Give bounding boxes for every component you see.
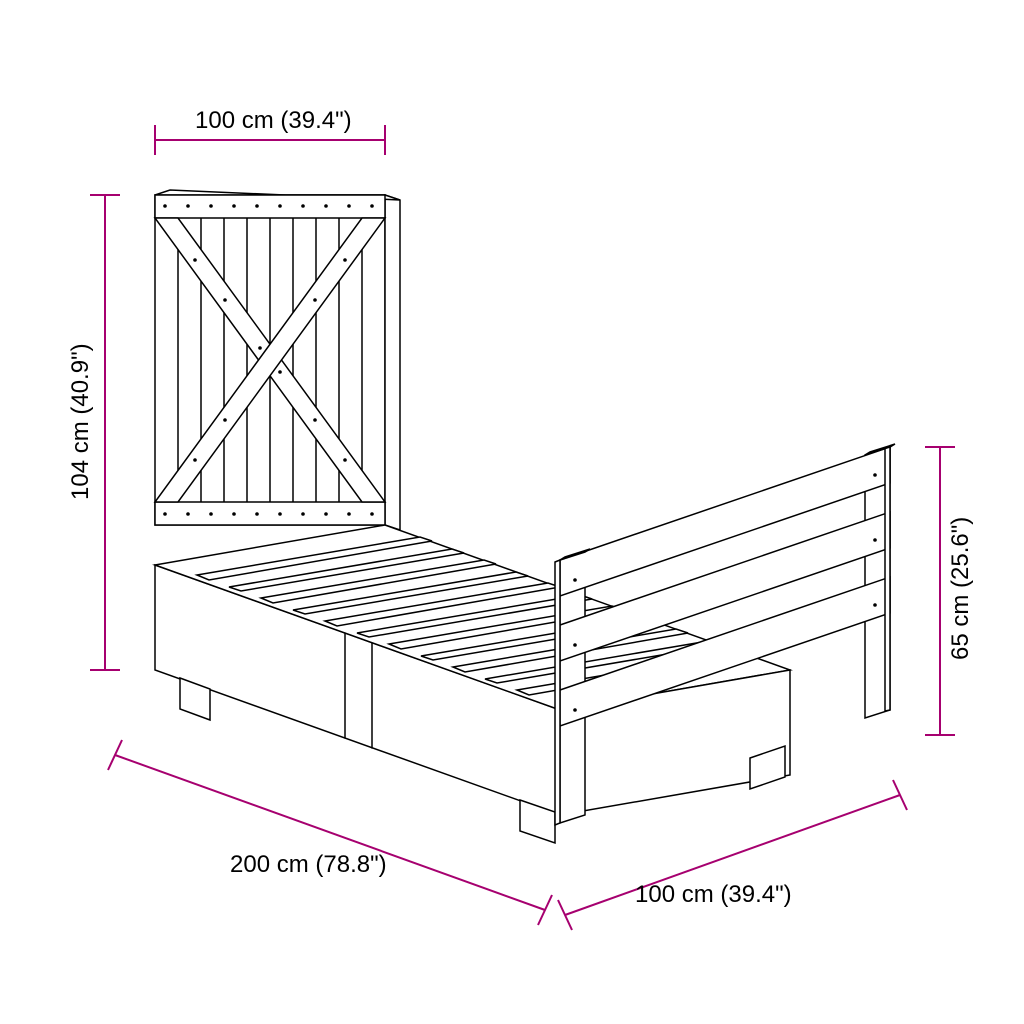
left-height-imp: (40.9") <box>67 343 94 414</box>
svg-text:104 cm (40.9"): 104 cm (40.9") <box>67 343 94 500</box>
right-height-imp: (25.6") <box>947 517 974 588</box>
svg-text:65 cm (25.6"): 65 cm (25.6") <box>947 517 974 660</box>
foot-width-metric: 100 cm <box>635 881 714 908</box>
svg-text:200 cm (78.8"): 200 cm (78.8") <box>230 851 387 878</box>
dimension-diagram: 100 cm (39.4") 104 cm (40.9") 65 cm (25.… <box>0 0 1024 1024</box>
left-height-metric: 104 cm <box>67 421 94 500</box>
svg-text:100 cm (39.4"): 100 cm (39.4") <box>635 881 792 908</box>
bed-drawing <box>155 190 895 843</box>
right-height-metric: 65 cm <box>947 595 974 660</box>
dim-left-height <box>90 195 120 670</box>
top-width-metric: 100 cm <box>195 107 274 134</box>
top-width-imp: (39.4") <box>280 107 351 134</box>
foot-width-imp: (39.4") <box>720 881 791 908</box>
svg-text:100 cm (39.4"): 100 cm (39.4") <box>195 107 352 134</box>
depth-metric: 200 cm <box>230 851 309 878</box>
depth-imp: (78.8") <box>315 851 386 878</box>
